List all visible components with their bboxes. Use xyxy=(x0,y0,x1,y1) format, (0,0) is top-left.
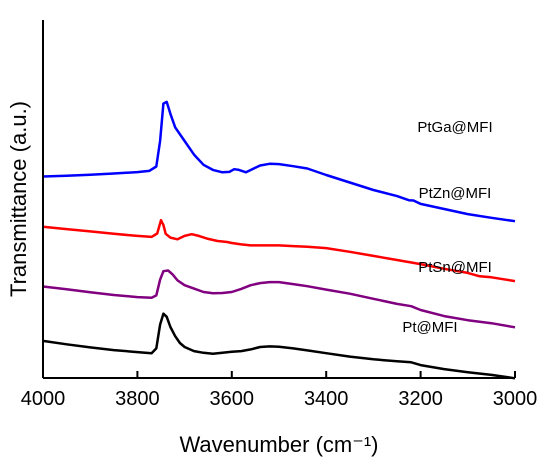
x-axis-title: Wavenumber (cm⁻¹) xyxy=(179,432,378,457)
series-line-ptga-mfi xyxy=(42,100,516,223)
x-tick-label: 3200 xyxy=(398,388,443,410)
x-tick-label: 3000 xyxy=(493,388,538,410)
axes: 4000 3800 3600 3400 3200 3000 xyxy=(21,20,538,410)
x-tick-label: 3400 xyxy=(304,388,349,410)
series-line-ptsn-mfi xyxy=(42,269,516,329)
series-labels: PtGa@MFI PtZn@MFI PtSn@MFI Pt@MFI xyxy=(402,119,492,336)
x-tick-label: 3600 xyxy=(210,388,255,410)
x-tick-label: 3800 xyxy=(115,388,160,410)
y-axis-title: Transmittance (a.u.) xyxy=(6,101,31,297)
series-label: Pt@MFI xyxy=(402,319,457,336)
series-label: PtSn@MFI xyxy=(418,259,492,276)
series-label: PtZn@MFI xyxy=(419,185,492,202)
x-ticks: 4000 3800 3600 3400 3200 3000 xyxy=(21,371,538,410)
series-line-pt-mfi xyxy=(42,312,516,380)
x-tick-label: 4000 xyxy=(21,388,66,410)
spectra-curves xyxy=(42,100,516,380)
series-label: PtGa@MFI xyxy=(417,119,492,136)
series-line-ptzn-mfi xyxy=(42,218,516,283)
